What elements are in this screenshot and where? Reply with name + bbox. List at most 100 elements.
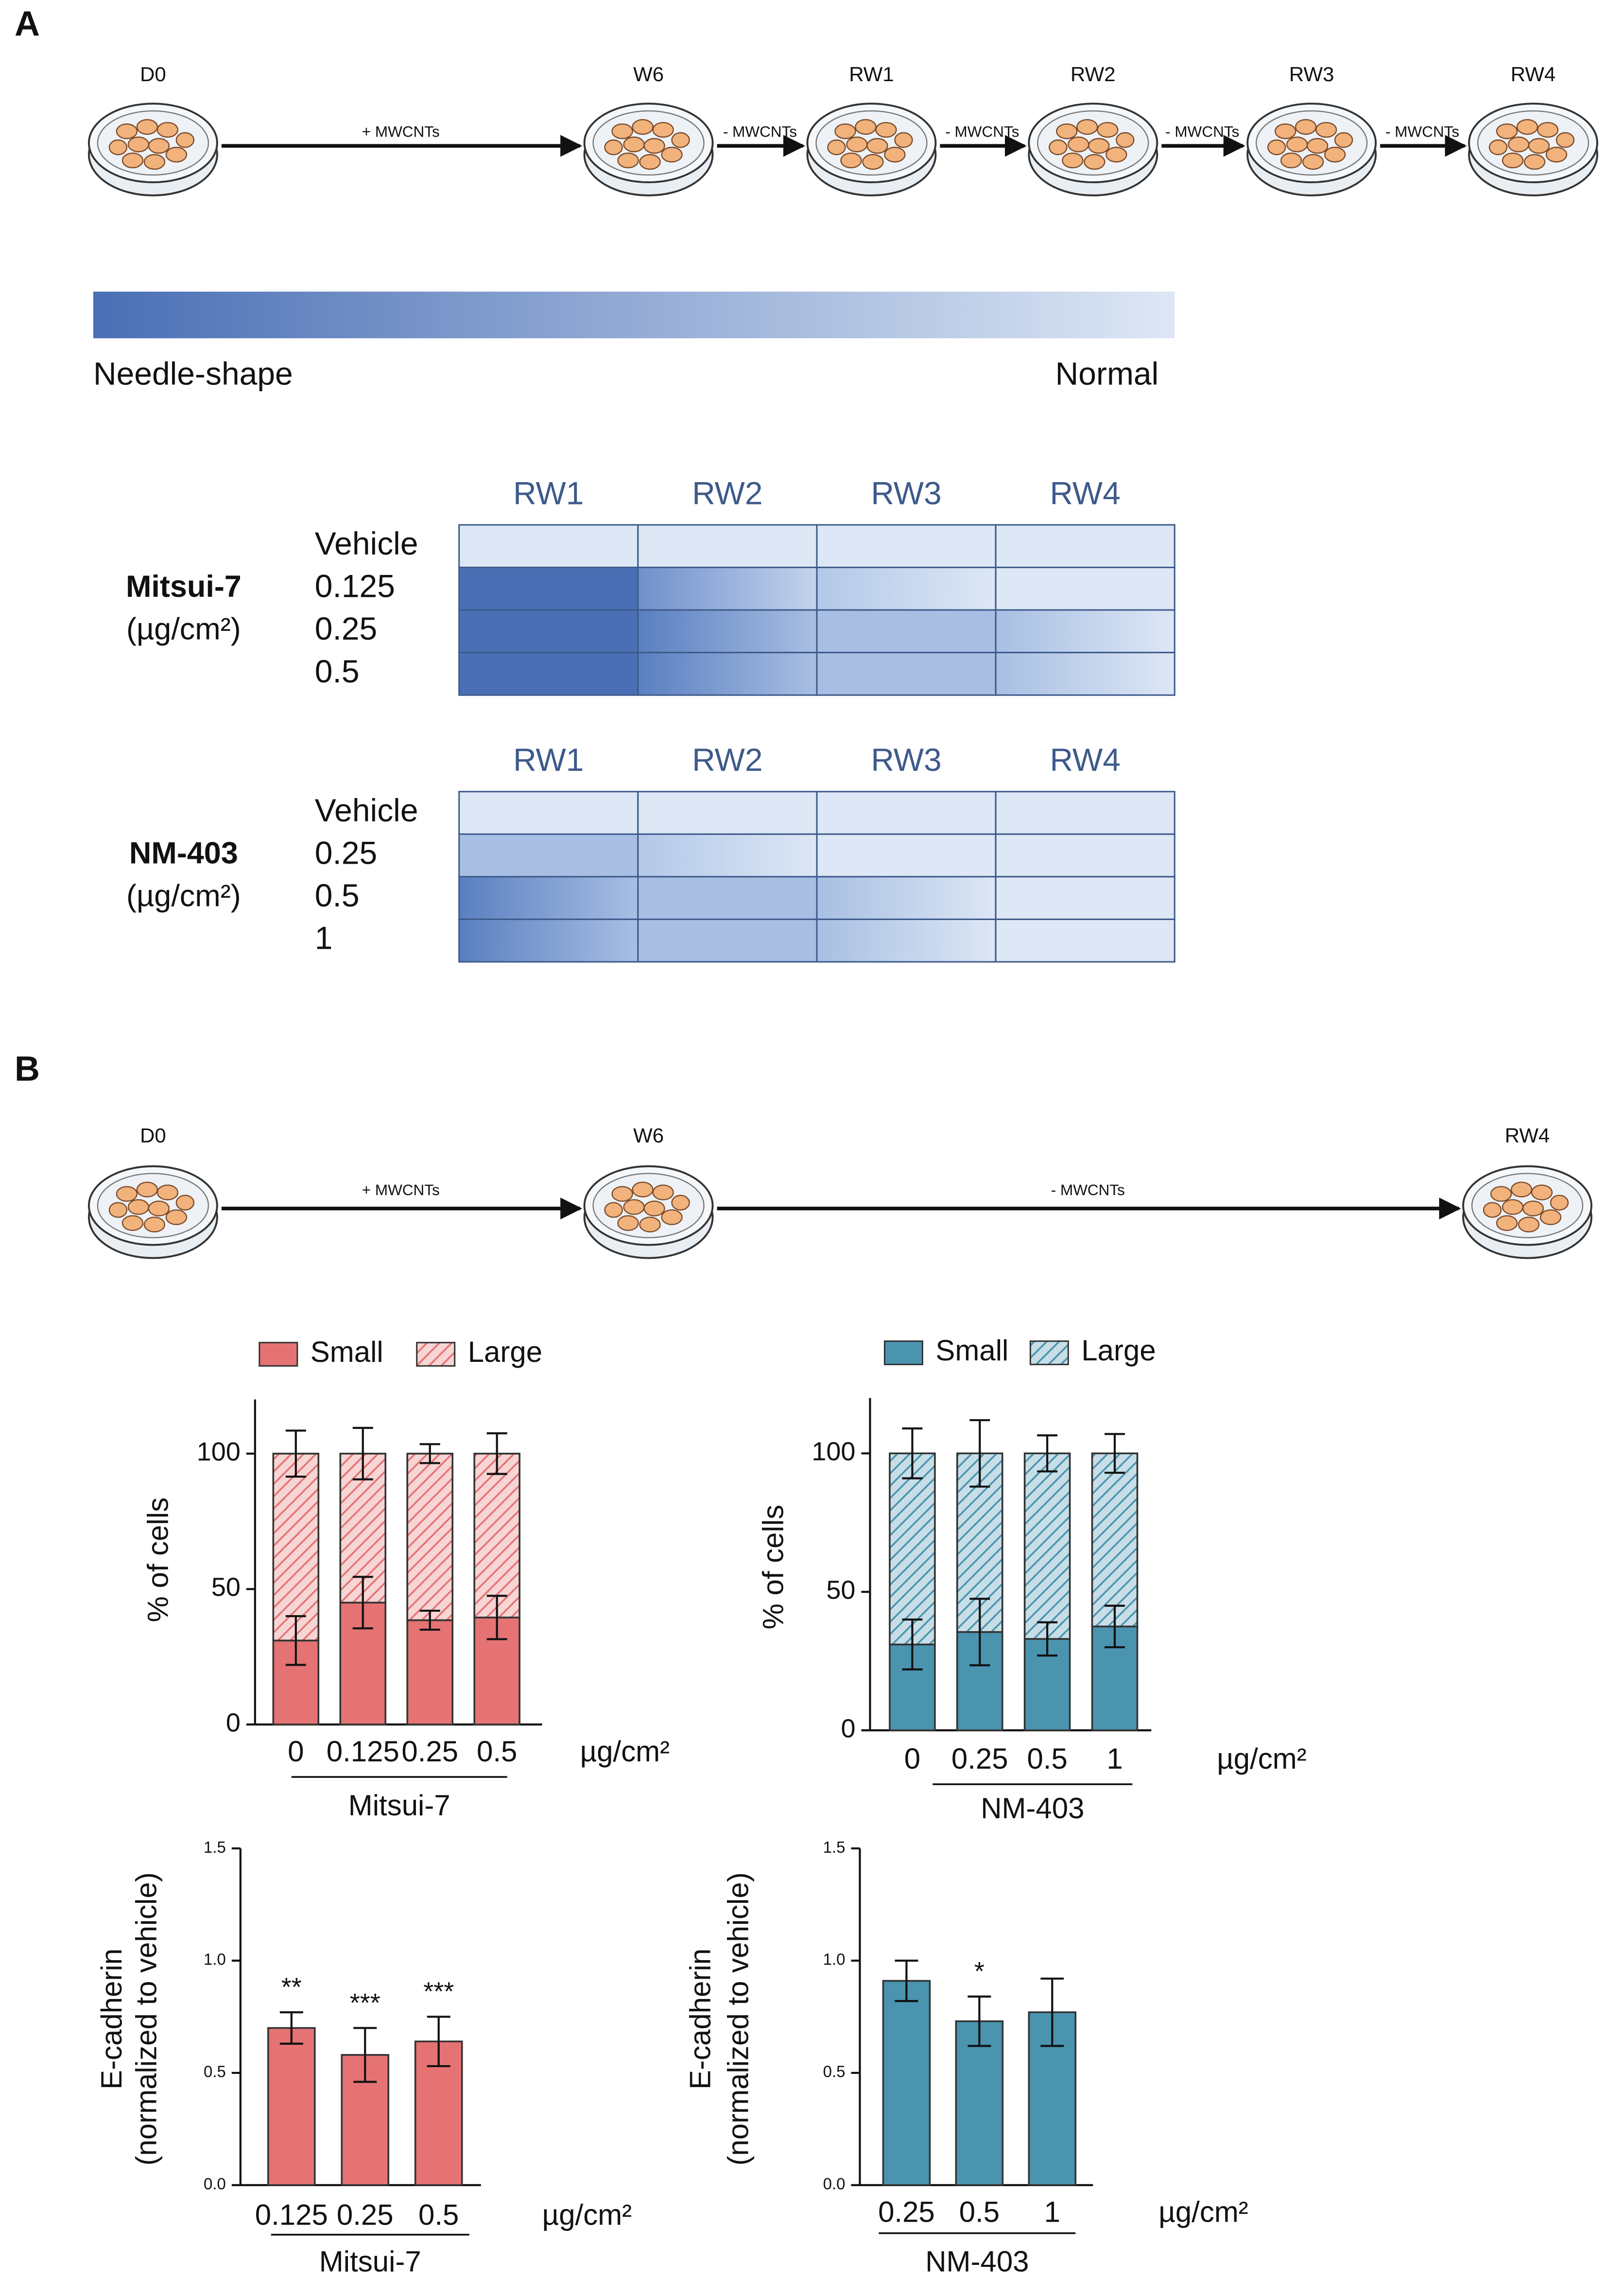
arrow-label: - MWCNTs <box>1385 122 1459 140</box>
legend-swatch <box>416 1341 456 1367</box>
significance-label: *** <box>350 1988 380 2018</box>
heatmap-cell <box>995 609 1175 654</box>
petri-dish <box>1468 103 1598 197</box>
legend-swatch <box>259 1341 298 1367</box>
significance-label: *** <box>423 1977 454 2006</box>
arrow-label: + MWCNTs <box>362 1181 440 1199</box>
gradient-right-label: Normal <box>1055 355 1159 391</box>
petri-dish <box>1028 103 1158 197</box>
heatmap-cell <box>637 566 818 611</box>
y-tick-label: 1.5 <box>204 1838 226 1856</box>
panel-label: A <box>15 4 40 43</box>
x-tick-label: 0.5 <box>418 2199 459 2231</box>
y-tick-label: 0.0 <box>204 2175 226 2193</box>
group-unit: (µg/cm²) <box>126 612 241 646</box>
y-tick-label: 1.0 <box>204 1950 226 1968</box>
gradient-left-label: Needle-shape <box>93 355 293 391</box>
y-tick-label: 1.5 <box>823 1838 846 1856</box>
y-tick-label: 100 <box>197 1437 241 1466</box>
column-header: RW1 <box>513 742 584 778</box>
heatmap-cell <box>995 833 1175 878</box>
y-tick-label: 0 <box>841 1714 855 1743</box>
row-label: Vehicle <box>315 792 418 828</box>
arrow-label: + MWCNTs <box>362 122 440 140</box>
row-label: 0.5 <box>315 877 360 913</box>
column-header: RW3 <box>871 475 941 511</box>
y-tick-label: 0 <box>226 1708 241 1737</box>
arrow-label: - MWCNTs <box>945 122 1019 140</box>
bar-segment <box>1091 1452 1139 1628</box>
x-tick-label: 0.5 <box>1027 1742 1067 1775</box>
legend-label: Small <box>311 1336 383 1368</box>
heatmap-cell <box>995 524 1175 568</box>
x-tick-label: 1 <box>1106 1742 1122 1775</box>
x-tick-label: 0.25 <box>951 1742 1008 1775</box>
x-tick-label: 0 <box>288 1735 304 1768</box>
heatmap-cell <box>458 918 639 963</box>
bar <box>267 2027 316 2186</box>
stage-label: W6 <box>633 63 664 86</box>
y-tick-label: 50 <box>211 1573 241 1602</box>
y-axis-label: % of cells <box>142 1497 174 1622</box>
heatmap-cell <box>458 566 639 611</box>
row-label: 0.5 <box>315 653 360 689</box>
heatmap-cell <box>458 833 639 878</box>
heatmap-cell <box>458 609 639 654</box>
row-label: Vehicle <box>315 525 418 561</box>
stage-label: RW2 <box>1071 63 1116 86</box>
row-label: 0.25 <box>315 835 377 871</box>
y-tick-label: 0.5 <box>204 2063 226 2081</box>
significance-label: * <box>974 1957 984 1986</box>
heatmap-cell <box>816 566 997 611</box>
x-unit-label: µg/cm² <box>1217 1742 1306 1775</box>
heatmap-cell <box>637 791 818 835</box>
bar-segment <box>406 1619 454 1725</box>
stage-label: D0 <box>140 1124 166 1147</box>
bar-segment <box>272 1639 320 1725</box>
y-tick-label: 0.5 <box>823 2063 846 2081</box>
heatmap-cell <box>458 791 639 835</box>
x-group-label: NM-403 <box>925 2245 1029 2278</box>
bar-segment <box>406 1453 454 1621</box>
y-axis-label: E-cadherin <box>95 1948 128 2089</box>
stage-label: RW4 <box>1511 63 1556 86</box>
stage-label: RW3 <box>1289 63 1334 86</box>
bar <box>882 1980 931 2186</box>
heatmap-cell <box>637 918 818 963</box>
petri-dish <box>87 103 218 197</box>
heatmap-cell <box>637 524 818 568</box>
y-tick-label: 50 <box>826 1575 855 1604</box>
x-unit-label: µg/cm² <box>580 1735 670 1768</box>
heatmap-cell <box>995 566 1175 611</box>
x-tick-label: 1 <box>1044 2196 1060 2228</box>
legend-label: Large <box>468 1336 542 1368</box>
group-unit: (µg/cm²) <box>126 879 241 913</box>
x-tick-label: 0.25 <box>878 2196 935 2228</box>
x-group-label: Mitsui-7 <box>319 2245 421 2278</box>
column-header: RW1 <box>513 475 584 511</box>
column-header: RW4 <box>1050 475 1120 511</box>
heatmap-cell <box>816 791 997 835</box>
heatmap-cell <box>995 791 1175 835</box>
row-label: 0.125 <box>315 568 395 604</box>
row-label: 0.25 <box>315 610 377 646</box>
column-header: RW4 <box>1050 742 1120 778</box>
y-tick-label: 0.0 <box>823 2175 846 2193</box>
heatmap-cell <box>816 524 997 568</box>
y-tick-label: 1.0 <box>823 1950 846 1968</box>
x-group-label: Mitsui-7 <box>348 1789 450 1822</box>
significance-label: ** <box>281 1973 302 2002</box>
heatmap-cell <box>458 524 639 568</box>
legend-label: Small <box>935 1334 1008 1367</box>
row-label: 1 <box>315 920 333 956</box>
petri-dish <box>87 1165 218 1259</box>
x-group-label: NM-403 <box>981 1792 1084 1825</box>
y-axis-label: E-cadherin <box>684 1948 716 2089</box>
petri-dish <box>1246 103 1377 197</box>
petri-dish <box>806 103 937 197</box>
legend-label: Large <box>1081 1334 1156 1367</box>
column-header: RW2 <box>692 475 762 511</box>
